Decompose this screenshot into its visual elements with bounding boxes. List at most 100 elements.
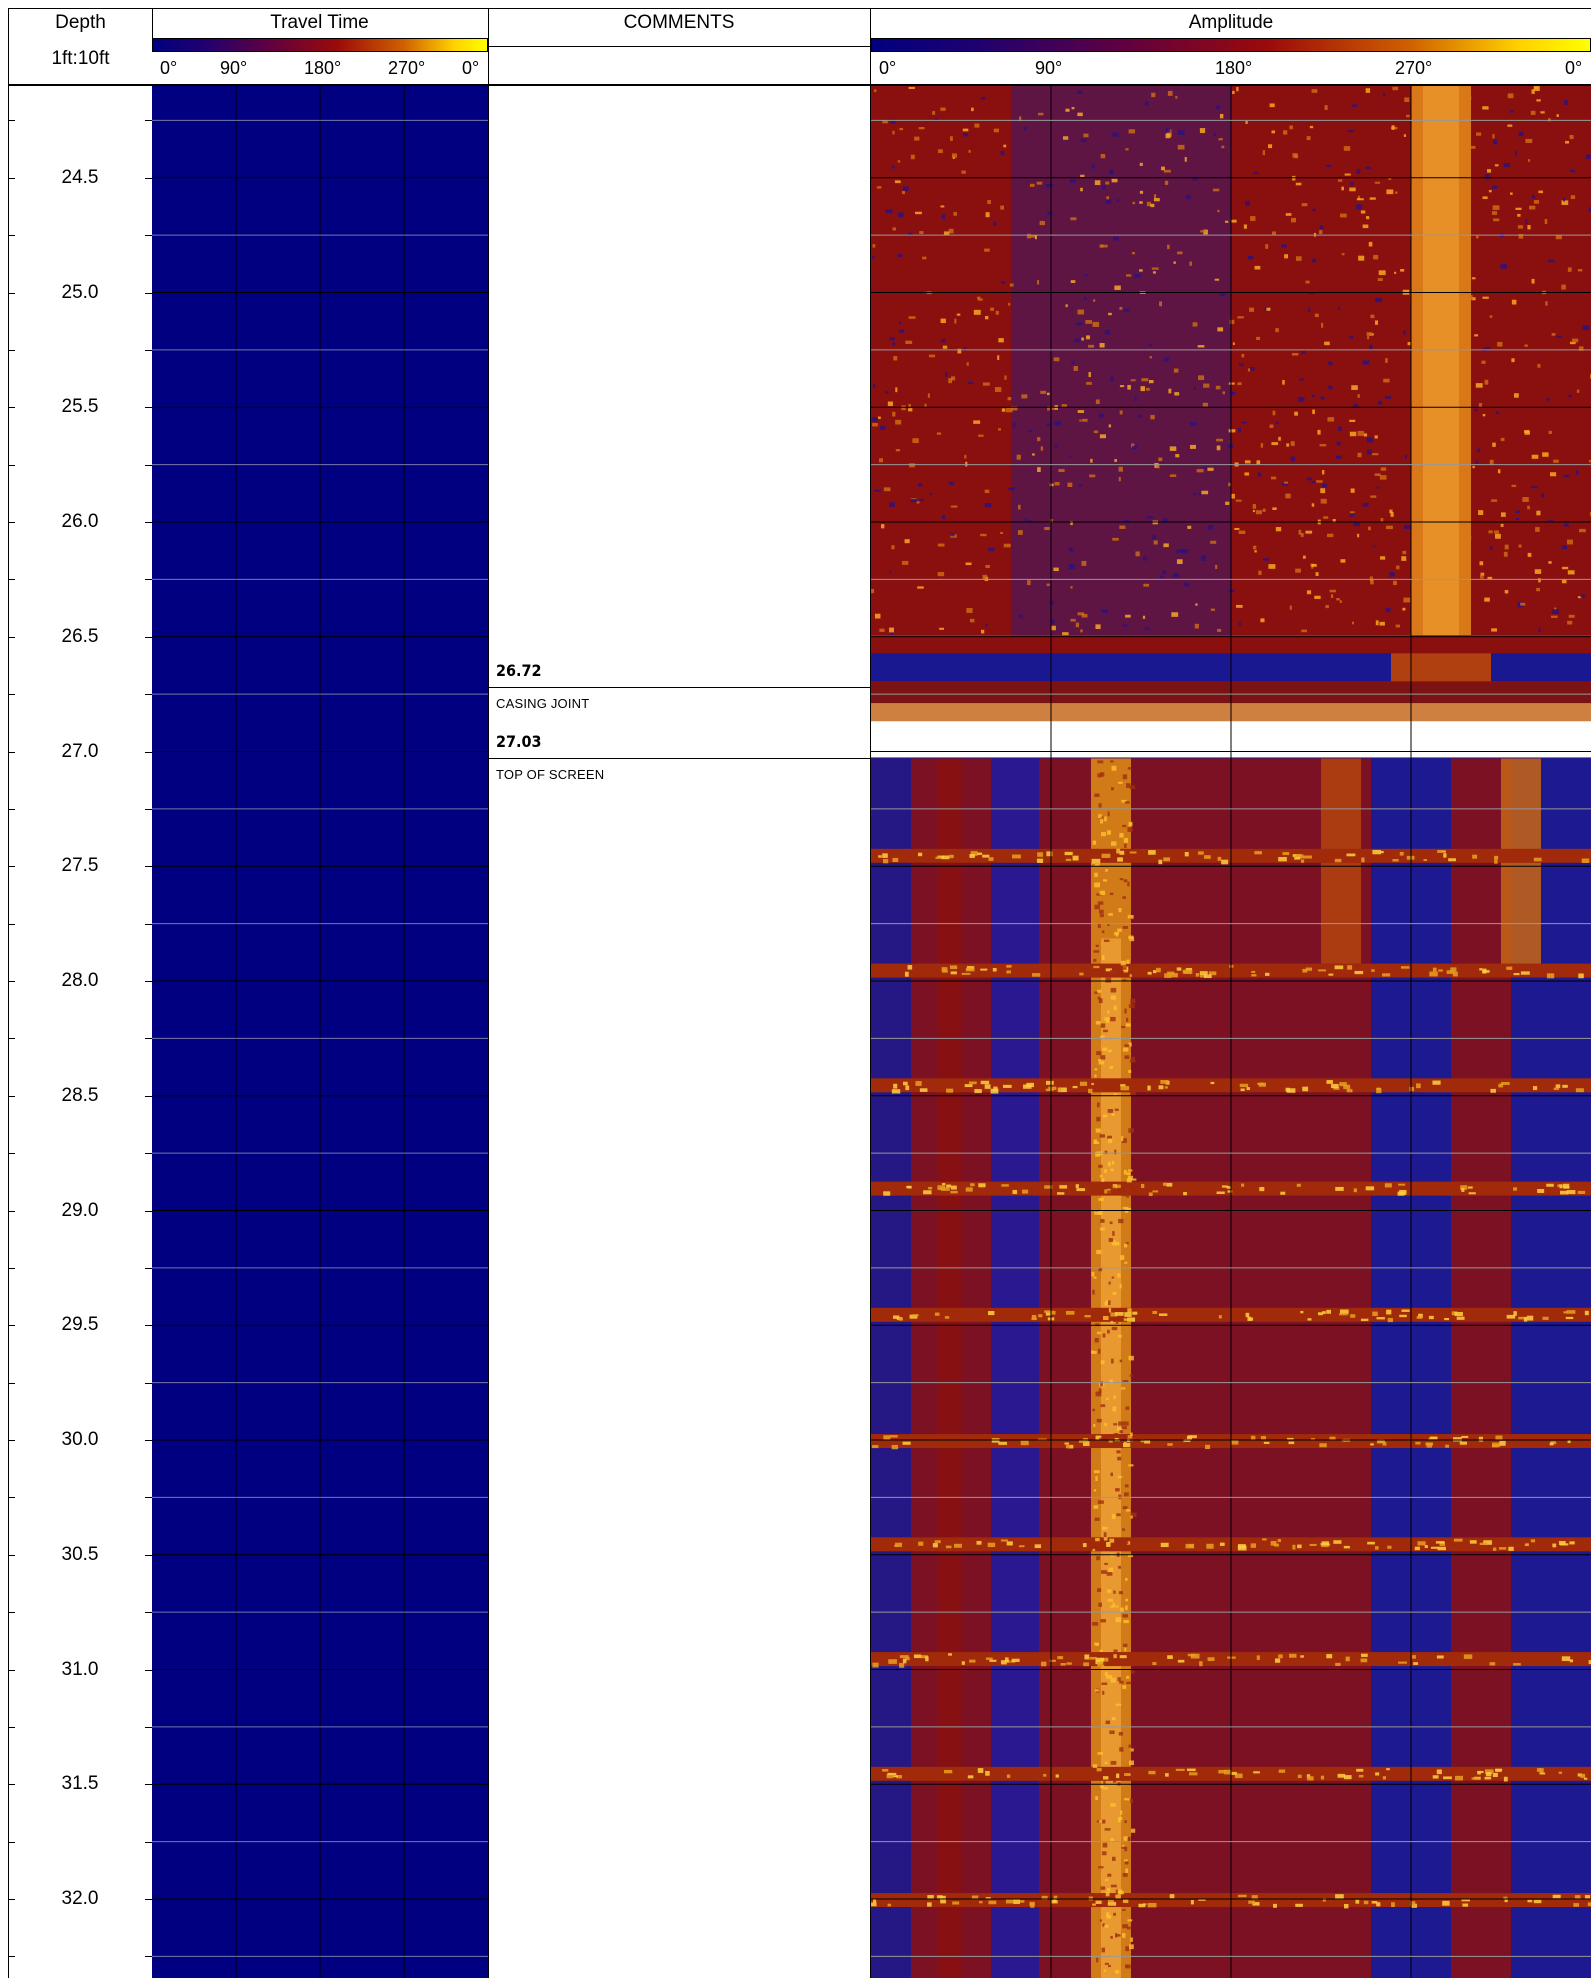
amp-speckle: [1084, 274, 1088, 277]
amp-slot-speckle: [1204, 855, 1211, 859]
amp-slot-speckle: [1471, 1777, 1480, 1780]
amp-stripe-speckle: [1122, 1924, 1128, 1929]
amp-stripe-speckle: [1108, 1238, 1114, 1242]
amp-slot-speckle: [1562, 1084, 1568, 1088]
travel-time-title: Travel Time: [270, 12, 369, 33]
amp-speckle: [927, 393, 930, 398]
amp-speckle: [980, 533, 987, 537]
amp-speckle: [1150, 203, 1155, 208]
amp-slot-speckle: [1138, 1903, 1146, 1908]
amp-speckle: [1538, 628, 1541, 632]
amp-speckle: [1341, 186, 1345, 191]
amp-stripe-speckle: [1116, 1450, 1121, 1454]
amp-speckle: [1095, 399, 1100, 405]
amp-speckle: [1343, 146, 1351, 151]
amp-speckle: [1515, 207, 1522, 210]
amp-stripe-speckle: [1103, 1536, 1108, 1541]
amp-slot-speckle: [1460, 1185, 1468, 1190]
amp-speckle: [1166, 128, 1171, 133]
amp-stripe-speckle: [1108, 1138, 1113, 1143]
amp-speckle: [1552, 609, 1560, 614]
depth-tick-mark: [8, 1612, 15, 1614]
amp-speckle: [1272, 231, 1276, 236]
amp-stripe-speckle: [1096, 1820, 1101, 1823]
amp-speckle: [1556, 335, 1562, 338]
amp-stripe-speckle: [1101, 1526, 1108, 1530]
amp-speckle: [965, 461, 968, 467]
amp-stripe-speckle: [1106, 1571, 1113, 1576]
amp-speckle: [1349, 513, 1355, 517]
depth-tick-mark: [145, 1841, 152, 1843]
amp-speckle: [1105, 199, 1112, 204]
amp-slot-speckle: [1527, 1899, 1533, 1903]
amp-stripe-speckle: [1097, 1500, 1104, 1504]
amp-slot-speckle: [1160, 1542, 1169, 1548]
amp-slot-speckle: [1446, 970, 1455, 974]
amp-speckle: [1200, 230, 1206, 233]
amp-slot-speckle: [1176, 967, 1182, 971]
amp-speckle: [1476, 132, 1482, 136]
amp-stripe-speckle: [1127, 827, 1133, 832]
amp-stripe-speckle: [1101, 955, 1105, 960]
comment-depth-1: 27.03: [496, 732, 542, 752]
amp-speckle: [950, 505, 958, 508]
amp-stripe-speckle: [1128, 1004, 1135, 1009]
amp-slot-speckle: [950, 1185, 957, 1190]
depth-tick-mark: [8, 120, 15, 122]
amp-slot-speckle: [1416, 1083, 1421, 1089]
amp-speckle: [1067, 482, 1073, 487]
amp-stripe-speckle: [1111, 787, 1114, 791]
amp-speckle: [1213, 133, 1217, 136]
amp-stripe-speckle: [1119, 1359, 1122, 1363]
amp-stripe-speckle: [1095, 1020, 1101, 1025]
amp-speckle: [1402, 550, 1407, 555]
amp-speckle: [1086, 335, 1091, 340]
amp-speckle: [1047, 406, 1050, 411]
amp-speckle: [1503, 551, 1508, 557]
amp-slot-speckle: [1207, 1657, 1215, 1661]
amp-stripe-speckle: [1122, 774, 1128, 780]
amp-speckle: [1494, 164, 1499, 167]
amp-speckle: [1319, 230, 1323, 235]
amp-stripe-speckle: [1095, 1538, 1100, 1542]
amp-stripe-speckle: [1128, 1760, 1134, 1766]
amp-slot-speckle: [1513, 973, 1520, 976]
amp-speckle: [1128, 129, 1136, 134]
amp-slot-speckle: [1445, 1444, 1450, 1448]
amp-speckle: [1254, 550, 1257, 553]
amp-speckle: [1312, 258, 1317, 263]
amp-stripe-speckle: [1115, 1703, 1122, 1706]
amp-slot-speckle: [1391, 1902, 1395, 1907]
amp-speckle: [897, 212, 904, 218]
amp-slot-speckle: [1158, 859, 1163, 865]
amp-speckle: [1536, 510, 1541, 516]
amp-speckle: [1076, 322, 1083, 326]
amp-speckle: [1363, 433, 1368, 437]
amp-slot-speckle: [1437, 850, 1443, 853]
amp-speckle: [1113, 236, 1119, 241]
amp-speckle: [1376, 486, 1380, 489]
amp-speckle: [1555, 235, 1562, 240]
amp-slot-speckle: [1492, 1772, 1498, 1778]
amp-stripe-speckle: [1128, 1069, 1132, 1074]
amp-stripe-speckle: [1121, 799, 1127, 803]
amp-speckle: [1262, 558, 1270, 561]
amp-slot-speckle: [1095, 1657, 1105, 1662]
amp-speckle: [1068, 564, 1075, 570]
amp-stripe-speckle: [1129, 785, 1136, 790]
amp-stripe-speckle: [1130, 1515, 1133, 1519]
amp-slot-speckle: [1285, 1087, 1290, 1092]
amp-speckle: [940, 338, 946, 343]
depth-tick-mark: [8, 923, 15, 925]
amp-stripe-speckle: [1112, 1406, 1117, 1412]
amp-slot-speckle: [1167, 1655, 1173, 1659]
amp-stripe-speckle: [1124, 1820, 1127, 1824]
amp-speckle: [950, 376, 956, 381]
amp-speckle: [1065, 304, 1068, 308]
amp-speckle: [1353, 403, 1358, 408]
amp-slot-speckle: [1189, 1772, 1198, 1776]
amp-slot-speckle: [1302, 1086, 1309, 1092]
amp-speckle: [948, 228, 954, 234]
amp-screen-column: [1203, 758, 1331, 1978]
depth-tick-mark: [145, 1497, 152, 1499]
